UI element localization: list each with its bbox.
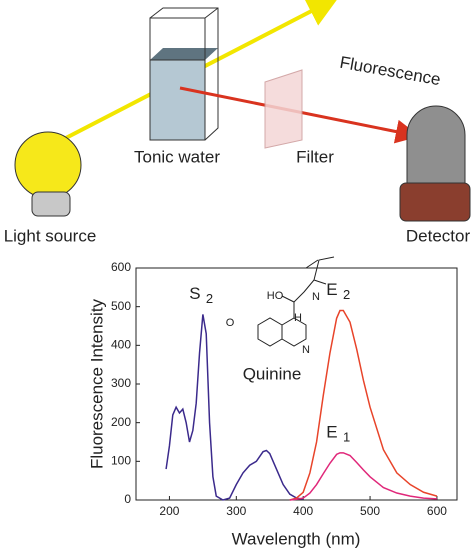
atom: HO — [267, 290, 284, 302]
setup-diagram: Fluorescence Tonic water Filter Light so… — [4, 0, 471, 245]
cuvette — [149, 7, 219, 141]
atom: N — [312, 291, 320, 303]
label: Detector — [406, 226, 471, 245]
detector-body — [406, 105, 466, 186]
molecule — [257, 256, 335, 347]
water — [149, 59, 206, 141]
bulb — [14, 131, 82, 199]
bulb-base — [31, 191, 71, 217]
series-label-sub: 2 — [206, 291, 213, 306]
y-tick-label: 600 — [111, 260, 131, 274]
series-label: E — [326, 422, 337, 441]
y-axis-label: Fluorescence Intensity — [87, 298, 106, 469]
label: Tonic water — [134, 147, 220, 166]
detector-base — [399, 182, 471, 222]
y-tick-label: 500 — [111, 299, 131, 313]
series-line — [165, 314, 304, 501]
x-tick-label: 500 — [360, 504, 380, 518]
y-tick-label: 100 — [111, 454, 131, 468]
x-tick-label: 600 — [427, 504, 447, 518]
x-tick-label: 400 — [293, 504, 313, 518]
y-tick-label: 400 — [111, 338, 131, 352]
atom: N — [302, 344, 310, 356]
series-label-sub: 2 — [343, 287, 350, 302]
series-label: E — [326, 280, 337, 299]
x-tick-label: 300 — [226, 504, 246, 518]
plot-frame — [135, 267, 458, 501]
atom: H — [294, 312, 302, 324]
filter — [264, 69, 303, 149]
y-tick-label: 0 — [124, 492, 131, 506]
series-label-sub: 1 — [343, 429, 350, 444]
atom: O — [226, 317, 235, 329]
water-top — [150, 48, 218, 60]
series-line — [289, 309, 438, 501]
molecule-name: Quinine — [243, 364, 302, 383]
y-tick-label: 200 — [111, 415, 131, 429]
x-tick-label: 200 — [159, 504, 179, 518]
label: Filter — [296, 147, 334, 166]
label: Light source — [4, 226, 97, 245]
structure — [257, 256, 335, 347]
x-axis-label: Wavelength (nm) — [232, 529, 361, 548]
series-label: S — [189, 284, 200, 303]
y-tick-label: 300 — [111, 376, 131, 390]
series-line — [289, 452, 437, 501]
label: Fluorescence — [338, 53, 442, 89]
